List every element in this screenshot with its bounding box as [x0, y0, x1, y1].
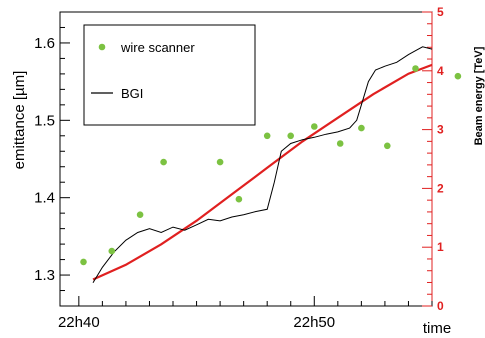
wire-scanner-point	[108, 247, 116, 255]
wire-scanner-series	[80, 65, 462, 266]
beam-energy-series	[92, 63, 433, 281]
right-tick-label: 4	[437, 64, 444, 78]
y-axis-title: emittance [µm]	[11, 71, 28, 170]
wire-scanner-point	[160, 158, 167, 166]
x-axis-ticks: 22h40 22h50	[58, 296, 433, 331]
right-tick-label: 0	[437, 299, 444, 313]
right-tick-label: 1	[437, 240, 444, 254]
y-tick-label: 1.5	[34, 112, 55, 129]
legend-bgi-label: BGI	[121, 86, 143, 101]
wire-scanner-point	[216, 158, 224, 166]
wire-scanner-point	[287, 132, 295, 140]
legend: wire scanner BGI	[83, 24, 256, 126]
wire-scanner-point	[358, 124, 365, 132]
x-tick-label: 22h50	[293, 314, 335, 331]
wire-scanner-point	[136, 211, 144, 218]
x-tick-label: 22h40	[58, 314, 100, 331]
right-tick-label: 3	[437, 123, 444, 137]
legend-wire-scanner-label: wire scanner	[120, 40, 195, 55]
wire-scanner-point	[263, 132, 271, 140]
wire-scanner-point	[235, 195, 243, 203]
right-tick-label: 5	[437, 5, 444, 19]
y-tick-label: 1.4	[34, 190, 55, 207]
right-tick-label: 2	[437, 181, 444, 195]
bgi-line	[92, 46, 433, 284]
y-tick-label: 1.3	[34, 267, 55, 284]
right-axis-ticks: 0 1 2 3 4 5	[422, 5, 444, 313]
wire-scanner-point	[384, 142, 391, 150]
wire-scanner-point	[454, 72, 462, 80]
right-axis-title: Beam energy [TeV]	[473, 46, 485, 145]
beam-energy-line	[92, 63, 433, 281]
wire-scanner-point	[311, 123, 318, 130]
legend-box	[83, 24, 256, 126]
y-tick-label: 1.6	[34, 35, 55, 52]
wire-scanner-point	[412, 65, 419, 72]
wire-scanner-point	[80, 258, 87, 266]
y-axis-ticks: 1.3 1.4 1.5 1.6	[34, 26, 70, 292]
legend-wire-scanner-marker	[98, 43, 106, 51]
bgi-series	[92, 46, 433, 284]
wire-scanner-point	[336, 140, 344, 147]
x-axis-title: time	[423, 320, 451, 337]
